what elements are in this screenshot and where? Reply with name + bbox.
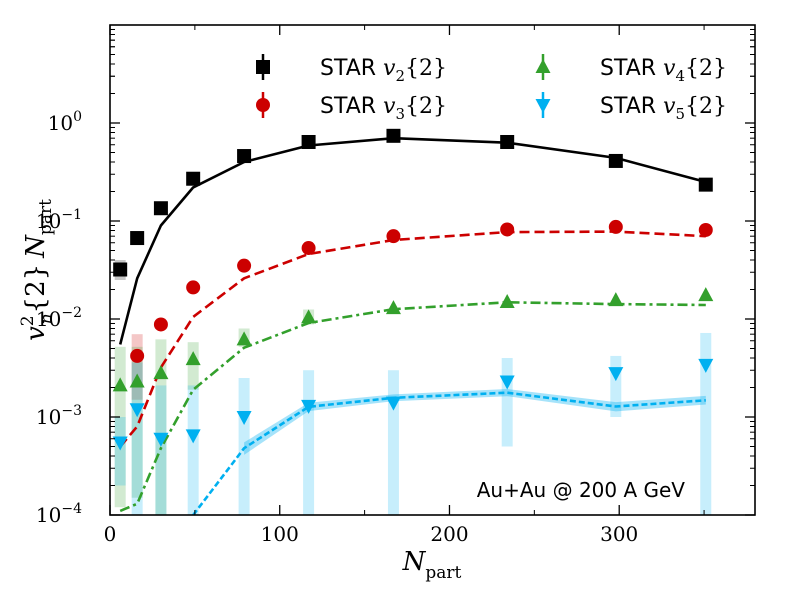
ylabel-braces: {2}: [21, 264, 51, 314]
v5-point-8: [608, 367, 624, 382]
v3-theory-curve: [119, 230, 706, 448]
legend-v5-marker: [535, 99, 551, 113]
v3-point-8: [698, 222, 713, 237]
x-tick-label-3: 300: [600, 522, 638, 546]
ylabel-n: n: [37, 313, 57, 324]
y-tick-label-3: 10−1: [36, 207, 82, 233]
v4-point-4: [236, 331, 252, 346]
v2-point-6: [386, 128, 401, 143]
v5-syst-band-3: [187, 385, 199, 515]
v4-syst-band-3: [187, 342, 199, 390]
xlabel-sub: part: [425, 563, 461, 583]
v5-point-0: [112, 436, 128, 451]
v5-point-1: [129, 403, 145, 418]
data-points: [112, 128, 714, 451]
svg-text:v2n{2}Npart: v2n{2} Npart: [18, 199, 57, 341]
x-tick-label-2: 200: [430, 522, 468, 546]
v5-point-2: [153, 432, 169, 447]
v4-point-3: [185, 351, 201, 366]
legend: STAR v2{2} STAR v3{2} STAR v4{2} STAR v5{2}: [256, 54, 727, 123]
v5-theory-band: [244, 389, 706, 455]
v4-theory-curve: [119, 300, 706, 513]
v2-point-5: [301, 134, 316, 149]
x-tick-label-0: 0: [104, 522, 117, 546]
ylabel-sub: part: [36, 199, 56, 235]
v5-point-4: [236, 411, 252, 425]
v2-point-0: [113, 262, 128, 277]
legend-v5-label: STAR v5{2}: [600, 94, 727, 123]
v3-point-5: [386, 229, 401, 244]
y-tick-label-0: 10−4: [36, 501, 82, 527]
v5-syst-band-5: [303, 370, 315, 515]
v5-point-7: [499, 375, 515, 390]
v4-point-0: [112, 377, 128, 392]
v4-point-5: [301, 309, 317, 324]
v4-syst-band-2: [155, 339, 167, 515]
v5-syst-band-8: [610, 355, 622, 417]
v3-point-2: [186, 280, 201, 295]
v2-point-2: [153, 201, 168, 216]
v2-point-1: [130, 231, 145, 246]
v4-syst-band-0: [114, 346, 126, 508]
v4-point-9: [698, 287, 714, 302]
plot-frame: [109, 24, 756, 516]
v3-point-4: [301, 241, 316, 256]
v5-syst-band-4: [238, 378, 250, 515]
legend-v2-marker: [256, 60, 270, 74]
v4-syst-band-1: [131, 346, 143, 498]
v2-theory-curve: [118, 136, 707, 345]
collision-annotation: Au+Au @ 200 A GeV: [477, 478, 686, 502]
v5-syst-band-0: [114, 417, 126, 486]
v2-point-4: [237, 149, 252, 164]
legend-v4-marker: [535, 59, 551, 73]
v3-point-7: [608, 219, 623, 234]
y-tick-label-4: 100: [48, 109, 82, 135]
v3-syst-band-0: [131, 334, 143, 400]
v2-point-8: [608, 153, 623, 168]
v5-syst-band-7: [501, 357, 513, 447]
v2-point-3: [186, 171, 201, 186]
y-axis-label: v2n{2} Npart: [18, 199, 57, 341]
v5-point-5: [301, 399, 317, 414]
v5-point-9: [698, 358, 714, 373]
v3-point-6: [500, 222, 515, 237]
ylabel-v: v: [21, 326, 51, 341]
v5-syst-band-1: [131, 362, 143, 515]
x-tick-label-1: 100: [261, 522, 299, 546]
y-tick-label-2: 10−2: [36, 305, 82, 331]
v4-point-6: [385, 300, 401, 315]
v4-point-8: [608, 292, 624, 307]
v3-point-1: [153, 317, 168, 332]
legend-v4-label: STAR v4{2}: [600, 56, 727, 85]
xlabel-main: N: [402, 547, 427, 577]
v4-point-2: [153, 365, 169, 380]
v2-point-7: [500, 134, 515, 149]
v5-point-3: [185, 429, 201, 444]
legend-v2-label: STAR v2{2}: [320, 56, 447, 85]
x-axis-label: Npart: [402, 547, 462, 583]
v4-point-1: [129, 373, 145, 388]
y-tick-label-1: 10−3: [36, 403, 82, 429]
legend-v3-marker: [256, 98, 270, 112]
ylabel-N: N: [21, 234, 51, 259]
v5-syst-band-9: [700, 332, 712, 515]
v2-point-9: [698, 177, 713, 192]
v5-syst-band-6: [387, 370, 399, 515]
legend-v3-label: STAR v3{2}: [320, 94, 447, 123]
v3-point-0: [130, 348, 145, 363]
ylabel-sup: 2: [18, 315, 38, 326]
v4-point-7: [499, 294, 515, 309]
v3-point-3: [237, 258, 252, 273]
axes: 0 100 200 300 10−4 10−3 10−2 10−1 100: [36, 25, 755, 546]
v5-point-6: [385, 396, 401, 411]
